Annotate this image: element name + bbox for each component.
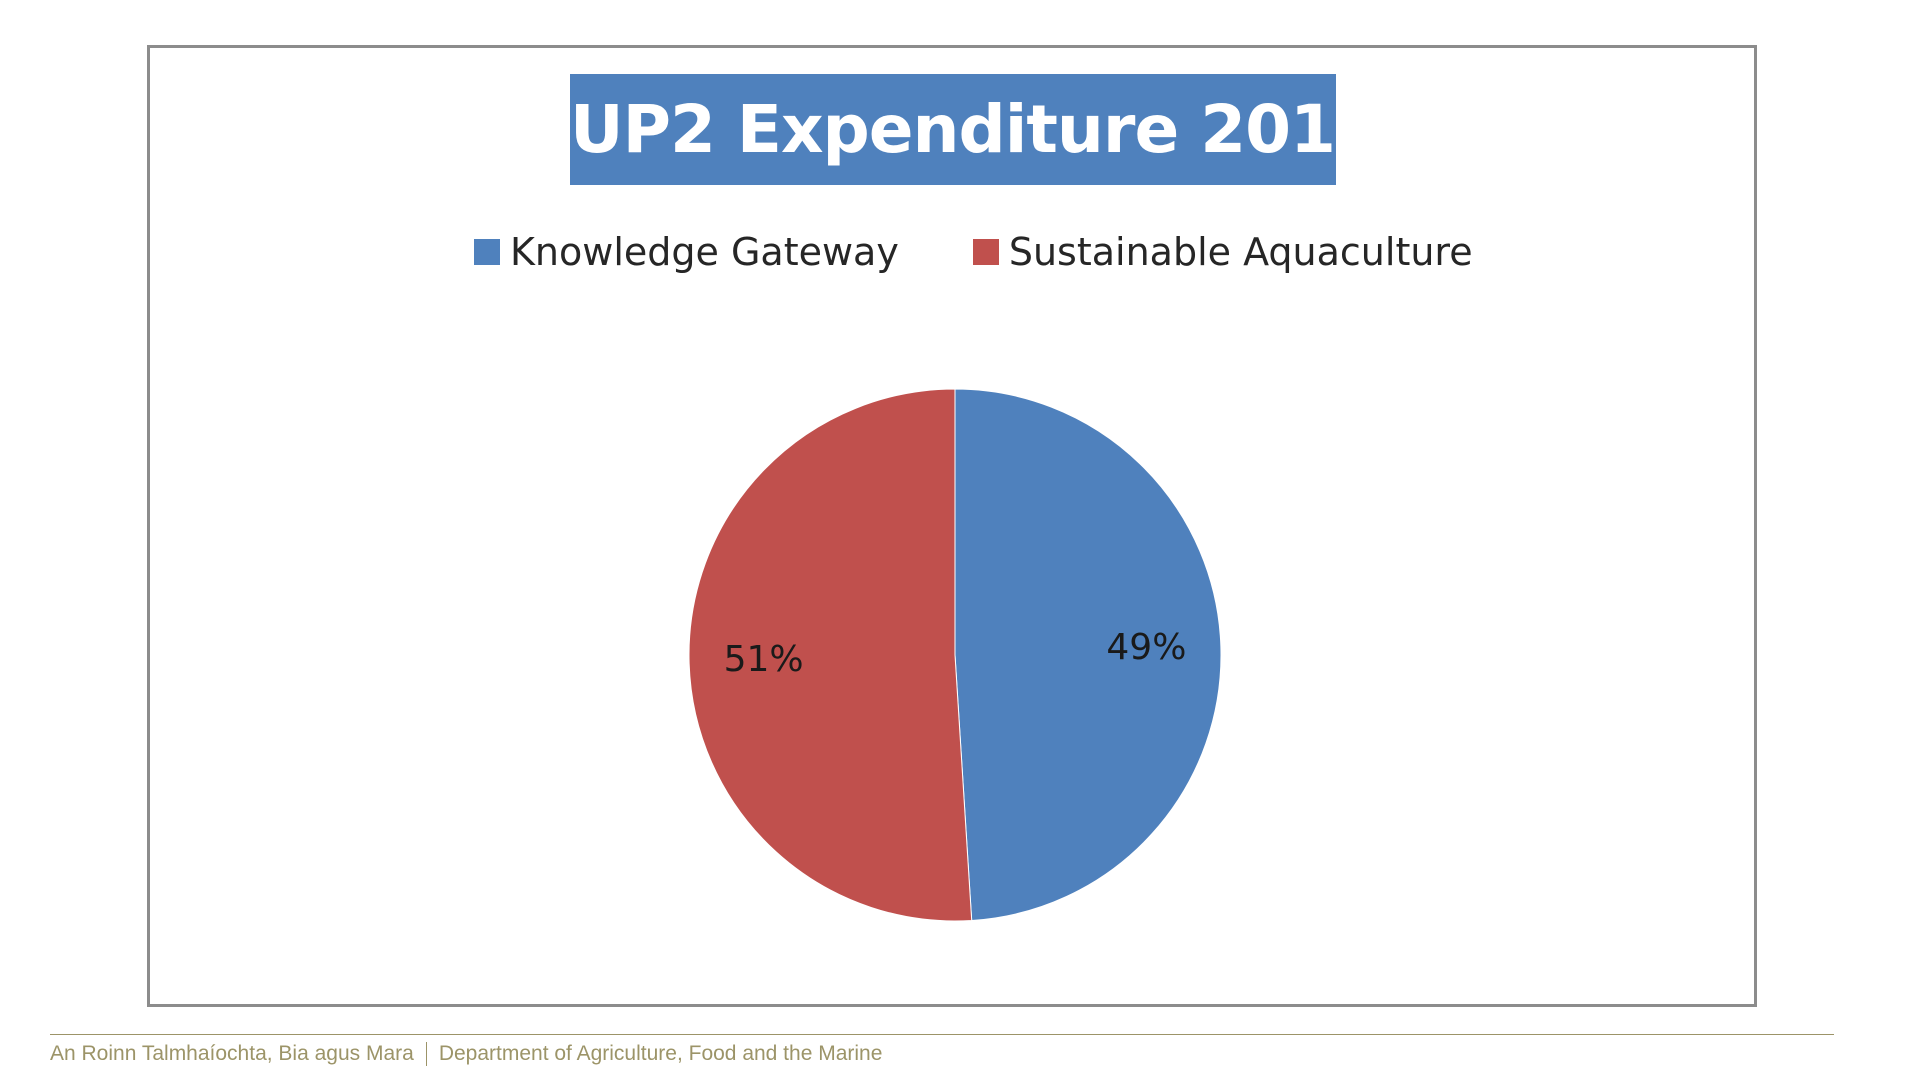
footer-separator xyxy=(425,1042,427,1067)
pie-label-sustainable-aquaculture: 51% xyxy=(724,639,804,680)
footer-rule xyxy=(50,1034,1834,1035)
legend-swatch-sustainable-aquaculture xyxy=(972,239,999,265)
footer: An Roinn Talmhaíochta, Bia agus Mara Depa… xyxy=(50,1042,883,1067)
pie-slice-sustainable-aquaculture xyxy=(688,388,973,922)
footer-irish-name: An Roinn Talmhaíochta, Bia agus Mara xyxy=(50,1042,414,1065)
chart-title: UP2 Expenditure 2018 xyxy=(570,74,1381,185)
pie-slice-knowledge-gateway xyxy=(954,388,1222,922)
legend-item-knowledge-gateway: Knowledge Gateway xyxy=(474,230,899,274)
legend-label-knowledge-gateway: Knowledge Gateway xyxy=(510,230,899,274)
legend-label-sustainable-aquaculture: Sustainable Aquaculture xyxy=(1008,230,1473,274)
footer-english-name: Department of Agriculture, Food and the … xyxy=(438,1042,883,1065)
pie-label-knowledge-gateway: 49% xyxy=(1106,627,1186,668)
legend-item-sustainable-aquaculture: Sustainable Aquaculture xyxy=(972,230,1473,274)
chart-legend: Knowledge Gateway Sustainable Aquacultur… xyxy=(474,222,1547,282)
legend-swatch-knowledge-gateway xyxy=(474,239,500,265)
